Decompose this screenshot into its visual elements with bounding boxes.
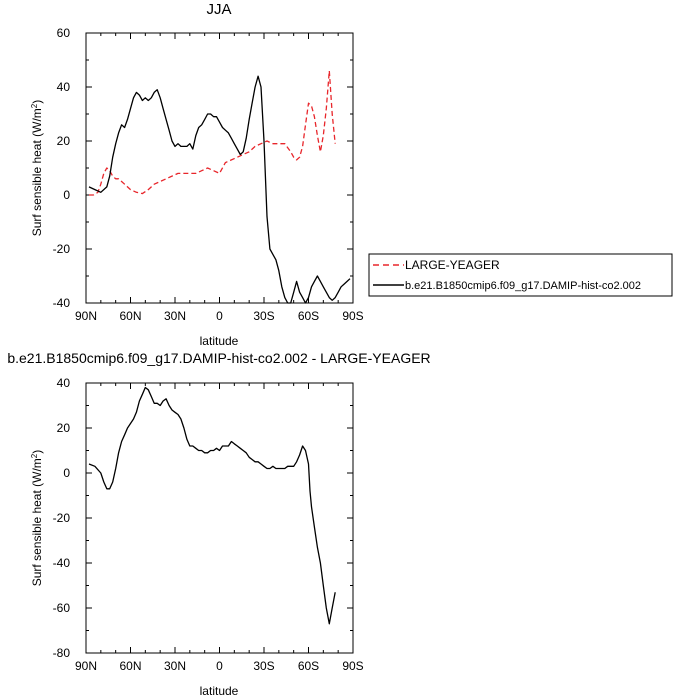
y-tick-label: 20 xyxy=(57,134,71,148)
x-tick-label: 90N xyxy=(75,659,97,673)
y-tick-label: -40 xyxy=(53,556,71,570)
y-tick-label: -80 xyxy=(53,646,71,660)
x-tick-label: 60S xyxy=(298,309,319,323)
plot-frame xyxy=(85,32,354,304)
y-axis-label: Surf sensible heat (W/m2) xyxy=(30,450,45,587)
x-ticks: 90N 60N 30N 0 30S 60S 90S xyxy=(75,33,364,323)
x-tick-label: 30S xyxy=(253,309,274,323)
series-line-large-yeager xyxy=(89,70,336,196)
chart-title: b.e21.B1850cmip6.f09_g17.DAMIP-hist-co2.… xyxy=(7,350,430,366)
series-lines xyxy=(88,386,336,625)
y-tick-label: -40 xyxy=(53,296,71,310)
x-tick-label: 60N xyxy=(119,659,141,673)
x-tick-label: 60S xyxy=(298,659,319,673)
x-axis-label: latitude xyxy=(200,684,239,698)
y-tick-label: 20 xyxy=(57,421,71,435)
x-tick-label: 30N xyxy=(164,659,186,673)
x-tick-label: 90N xyxy=(75,309,97,323)
series-lines xyxy=(88,70,351,304)
x-tick-label: 60N xyxy=(119,309,141,323)
legend-label-damip: b.e21.B1850cmip6.f09_g17.DAMIP-hist-co2.… xyxy=(405,280,641,292)
y-ticks: -40 -20 0 20 40 60 xyxy=(53,26,353,310)
chart-top: JJA 90N 60N 30N 0 30S 60S 90S -40 -20 0 20 40 60 la… xyxy=(30,1,673,348)
y-tick-label: -20 xyxy=(53,242,71,256)
legend-label-large-yeager: LARGE-YEAGER xyxy=(405,258,500,272)
x-tick-label: 30N xyxy=(164,309,186,323)
y-tick-label: -20 xyxy=(53,511,71,525)
x-axis-label: latitude xyxy=(200,334,239,348)
x-ticks: 90N 60N 30N 0 30S 60S 90S xyxy=(75,383,364,673)
x-tick-label: 90S xyxy=(342,659,363,673)
x-tick-label: 0 xyxy=(216,659,223,673)
y-tick-label: -60 xyxy=(53,601,71,615)
y-tick-label: 0 xyxy=(63,188,70,202)
y-tick-label: 0 xyxy=(63,466,70,480)
legend: LARGE-YEAGER b.e21.B1850cmip6.f09_g17.DA… xyxy=(368,253,673,297)
y-axis-label: Surf sensible heat (W/m2) xyxy=(30,100,45,237)
series-line-difference xyxy=(88,386,336,625)
y-ticks: -80 -60 -40 -20 0 20 40 xyxy=(53,376,353,660)
series-line-damip xyxy=(88,75,351,304)
x-tick-label: 30S xyxy=(253,659,274,673)
y-tick-label: 60 xyxy=(57,26,71,40)
x-tick-label: 0 xyxy=(216,309,223,323)
y-tick-label: 40 xyxy=(57,80,71,94)
chart-bottom: b.e21.B1850cmip6.f09_g17.DAMIP-hist-co2.… xyxy=(7,350,430,698)
legend-box xyxy=(368,253,673,297)
y-tick-label: 40 xyxy=(57,376,71,390)
x-tick-label: 90S xyxy=(342,309,363,323)
chart-title: JJA xyxy=(206,1,231,18)
